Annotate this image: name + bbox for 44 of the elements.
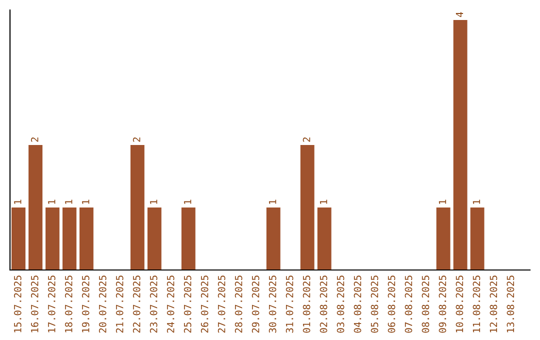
x-tick-label: 08.08.2025 xyxy=(422,276,430,333)
x-tick-label: 24.07.2025 xyxy=(166,276,174,333)
x-tick-label: 09.08.2025 xyxy=(438,276,446,333)
data-label: 1 xyxy=(14,200,22,204)
data-label: 1 xyxy=(48,200,56,204)
x-tick-label: 22.07.2025 xyxy=(132,276,140,333)
x-tick-label: 07.08.2025 xyxy=(404,276,412,333)
x-tick-label: 03.08.2025 xyxy=(336,276,344,333)
x-tick-label: 05.08.2025 xyxy=(370,276,378,333)
data-label: 1 xyxy=(82,200,90,204)
x-tick-label: 15.07.2025 xyxy=(14,276,22,332)
x-tick-label: 10.08.2025 xyxy=(456,276,464,332)
x-tick-label: 29.07.2025 xyxy=(252,276,260,333)
x-tick-label: 12.08.2025 xyxy=(490,276,498,332)
x-tick-label: 17.07.2025 xyxy=(48,276,56,332)
data-label: 2 xyxy=(302,137,310,142)
data-label: 1 xyxy=(184,200,192,204)
x-tick-label: 16.07.2025 xyxy=(30,276,38,332)
data-label: 4 xyxy=(456,12,464,18)
x-tick-label: 19.07.2025 xyxy=(82,276,90,332)
data-label: 1 xyxy=(269,200,276,204)
data-label: 1 xyxy=(438,200,446,204)
x-tick-label: 13.08.2025 xyxy=(506,276,514,332)
data-label: 1 xyxy=(150,200,158,204)
data-label: 1 xyxy=(65,200,72,204)
data-label: 2 xyxy=(132,137,140,142)
data-label: 2 xyxy=(30,137,38,142)
x-tick-label: 11.08.2025 xyxy=(472,276,480,332)
x-tick-label: 18.07.2025 xyxy=(64,276,72,332)
x-tick-label: 26.07.2025 xyxy=(200,276,208,333)
x-tick-label: 23.07.2025 xyxy=(150,276,158,333)
x-tick-label: 20.07.2025 xyxy=(98,276,106,333)
x-tick-label: 31.07.2025 xyxy=(286,276,294,333)
data-label: 1 xyxy=(320,200,328,204)
x-tick-label: 02.08.2025 xyxy=(320,276,328,333)
x-tick-label: 01.08.2025 xyxy=(302,276,310,333)
x-tick-label: 04.08.2025 xyxy=(354,276,362,333)
x-tick-label: 27.07.2025 xyxy=(218,276,226,333)
x-tick-label: 25.07.2025 xyxy=(184,276,192,333)
x-tick-label: 21.07.2025 xyxy=(116,276,124,333)
x-tick-label: 30.07.2025 xyxy=(268,276,276,333)
x-tick-label: 28.07.2025 xyxy=(234,276,242,333)
data-label: 1 xyxy=(472,200,480,204)
x-tick-label: 06.08.2025 xyxy=(388,276,396,333)
